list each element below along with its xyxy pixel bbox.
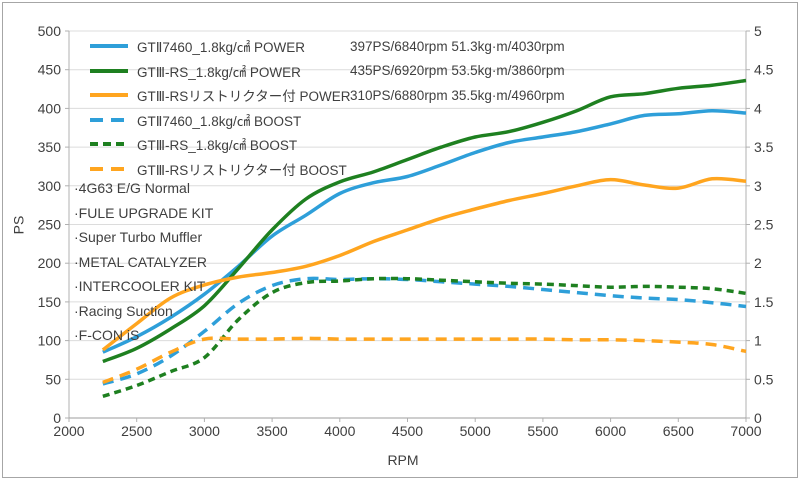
legend-label: GTⅢ-RSリストリクター付 POWER xyxy=(137,89,351,105)
curve-gt2-7460-power xyxy=(102,108,747,354)
y-left-tick-label: 150 xyxy=(38,294,62,310)
y-right-tick-label: 5 xyxy=(754,23,762,39)
y-right-tick-label: 4 xyxy=(754,100,762,116)
legend-line-sample-dashed xyxy=(90,117,128,122)
legend-line-sample-solid xyxy=(90,68,128,73)
legend-item-gt2-7460-power: GTⅡ7460_1.8kg/㎠ POWER 397PS/6840rpm 51.3k… xyxy=(89,34,565,59)
mod-list-item: ·INTERCOOLER KIT xyxy=(74,278,206,294)
x-tick-label: 7000 xyxy=(730,423,761,439)
curve-gt3-rs-boost xyxy=(102,276,747,398)
mod-list-item: ·FULE UPGRADE KIT xyxy=(74,204,214,221)
y-right-tick-label: 0.5 xyxy=(754,371,774,387)
y-right-tick-label: 1 xyxy=(754,333,762,349)
y-right-tick-label: 2.5 xyxy=(754,217,774,233)
y-left-tick-label: 100 xyxy=(38,333,62,349)
legend-line-sample-dashed xyxy=(90,166,128,171)
curve-gt3-rs-restrictor-boost xyxy=(102,336,747,385)
legend-line-sample-solid xyxy=(90,44,128,49)
y-left-tick-label: 200 xyxy=(38,255,62,271)
legend-item-gt3-rs-restrictor-boost: GTⅢ-RSリストリクター付 BOOST xyxy=(89,157,565,182)
y-right-tick-label: 1.5 xyxy=(754,294,774,310)
legend-label: GTⅢ-RS_1.8kg/㎠ POWER xyxy=(137,64,301,80)
legend-item-gt3-rs-power: GTⅢ-RS_1.8kg/㎠ POWER 435PS/6920rpm 53.5kg… xyxy=(89,59,565,84)
y-left-tick-label: 350 xyxy=(38,139,62,155)
mod-list-item: ·Racing Suction xyxy=(74,302,173,319)
y-left-tick-label: 50 xyxy=(45,371,61,387)
mod-list-item: ·F-CON iS xyxy=(74,327,140,343)
legend-item-gt2-7460-boost: GTⅡ7460_1.8kg/㎠ BOOST xyxy=(89,108,565,133)
y-right-tick-label: 0 xyxy=(754,410,762,426)
x-axis-title-rpm: RPM xyxy=(387,452,419,468)
mod-list-item: ·4G63 E/G Normal xyxy=(74,180,190,196)
legend-label: GTⅢ-RS_1.8kg/㎠ BOOST xyxy=(137,138,298,154)
y-right-tick-label: 4.5 xyxy=(754,62,774,78)
legend-item-gt3-rs-boost: GTⅢ-RS_1.8kg/㎠ BOOST xyxy=(89,132,565,157)
y-left-tick-label: 500 xyxy=(38,23,62,39)
mod-list-item: ·Super Turbo Muffler xyxy=(74,229,203,245)
y-left-tick-label: 300 xyxy=(38,178,62,194)
x-tick-label: 3500 xyxy=(257,423,288,439)
legend-label: GTⅡ7460_1.8kg/㎠ BOOST xyxy=(137,113,302,129)
legend-label: GTⅡ7460_1.8kg/㎠ POWER xyxy=(137,40,305,56)
mod-list-annotations: ·4G63 E/G Normal ·FULE UPGRADE KIT ·Super … xyxy=(74,176,213,348)
y-right-tick-label: 2 xyxy=(754,255,762,271)
x-tick-label: 4000 xyxy=(324,423,355,439)
legend-peak-stats: 310PS/6880rpm 35.5kg·m/4960rpm xyxy=(350,87,565,103)
x-tick-label: 2000 xyxy=(53,423,84,439)
y-left-tick-label: 250 xyxy=(38,217,62,233)
legend-line-sample-solid xyxy=(90,93,128,98)
dyno-chart-plot: 2000 2500 3000 3500 4000 4500 5000 5500 6000 6500… xyxy=(38,23,774,439)
mod-list-item: ·METAL CATALYZER xyxy=(74,253,208,270)
y-axis-title-ps: PS xyxy=(10,215,27,235)
x-tick-label: 5500 xyxy=(527,423,558,439)
y-left-tick-label: 0 xyxy=(53,410,61,426)
y-left-tick-label: 400 xyxy=(38,100,62,116)
curve-gt2-7460-boost xyxy=(102,276,747,386)
curve-gt3-rs-restrictor-power xyxy=(101,176,747,352)
legend-label: GTⅢ-RSリストリクター付 BOOST xyxy=(137,162,347,178)
y-right-tick-label: 3 xyxy=(754,178,762,194)
legend-line-sample-dashed xyxy=(90,142,128,147)
x-tick-label: 5000 xyxy=(460,423,491,439)
legend-item-gt3-rs-restrictor-power: GTⅢ-RSリストリクター付 POWER 310PS/6880rpm 35.5kg… xyxy=(89,83,565,108)
y-left-tick-label: 450 xyxy=(38,62,62,78)
x-tick-label: 2500 xyxy=(121,423,152,439)
legend-peak-stats: 435PS/6920rpm 53.5kg·m/3860rpm xyxy=(350,63,565,79)
x-tick-label: 3000 xyxy=(189,423,220,439)
x-tick-label: 6000 xyxy=(595,423,626,439)
legend-peak-stats: 397PS/6840rpm 51.3kg·m/4030rpm xyxy=(350,38,565,54)
chart-legend: GTⅡ7460_1.8kg/㎠ POWER 397PS/6840rpm 51.3k… xyxy=(89,34,565,181)
y-right-tick-label: 3.5 xyxy=(754,139,774,155)
x-tick-label: 6500 xyxy=(663,423,694,439)
x-tick-label: 4500 xyxy=(392,423,423,439)
curve-gt3-rs-power xyxy=(102,78,747,364)
